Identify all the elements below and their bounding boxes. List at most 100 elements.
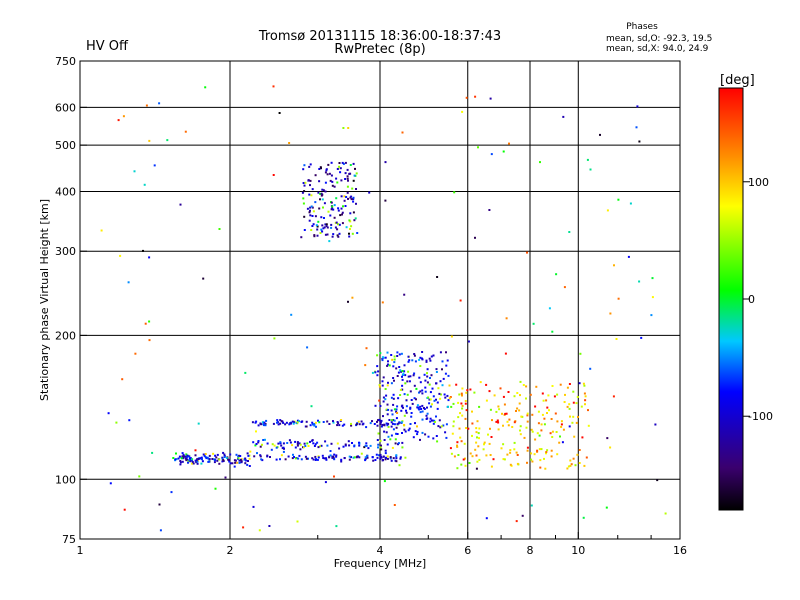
data-point — [534, 438, 537, 441]
data-point — [177, 457, 180, 460]
data-point — [323, 202, 326, 205]
data-point — [403, 393, 406, 396]
data-point — [395, 454, 398, 457]
data-point — [380, 425, 383, 428]
data-point — [559, 435, 561, 438]
data-point — [429, 420, 432, 423]
data-point — [539, 466, 542, 469]
data-point — [431, 387, 434, 390]
data-point — [468, 462, 471, 464]
data-point — [291, 420, 294, 423]
data-point — [311, 439, 314, 442]
data-point — [504, 352, 507, 355]
data-point — [311, 225, 314, 227]
data-point — [202, 453, 205, 456]
data-point — [333, 458, 336, 461]
data-point — [342, 162, 345, 165]
data-point — [262, 439, 265, 441]
data-point — [538, 448, 541, 451]
data-point — [483, 443, 485, 446]
data-point — [464, 402, 467, 405]
data-point — [518, 409, 521, 412]
data-point — [259, 455, 262, 458]
data-point — [564, 393, 566, 396]
colorbar-tick-label: -100 — [748, 410, 773, 423]
data-point — [216, 459, 219, 462]
data-point — [384, 458, 387, 461]
data-point — [386, 457, 389, 460]
data-point — [348, 444, 351, 447]
data-point — [364, 456, 367, 459]
data-point — [335, 525, 338, 528]
data-point — [317, 419, 319, 422]
data-point — [212, 452, 215, 455]
data-point — [170, 491, 173, 494]
data-point — [456, 444, 458, 447]
data-point — [184, 455, 187, 458]
data-point — [249, 450, 252, 453]
data-point — [526, 449, 529, 452]
data-point — [516, 462, 519, 465]
data-point — [495, 420, 498, 423]
data-point — [144, 322, 147, 325]
data-point — [575, 402, 578, 405]
data-point — [363, 446, 366, 449]
data-point — [381, 357, 384, 360]
data-point — [215, 456, 218, 459]
data-point — [459, 436, 462, 439]
data-point — [300, 458, 303, 461]
data-point — [400, 370, 403, 373]
data-point — [351, 296, 354, 299]
data-point — [288, 142, 291, 144]
data-point — [425, 360, 428, 363]
data-point — [195, 461, 198, 464]
data-point — [430, 355, 433, 358]
data-point — [444, 396, 447, 399]
data-point — [432, 395, 435, 398]
data-point — [426, 372, 428, 375]
data-point — [515, 451, 518, 454]
data-point — [182, 457, 185, 460]
data-point — [421, 410, 424, 413]
data-point — [300, 421, 303, 423]
data-point — [293, 421, 296, 424]
data-point — [117, 119, 120, 122]
data-point — [377, 443, 380, 446]
data-point — [488, 390, 491, 393]
data-point — [533, 453, 536, 456]
data-point — [264, 424, 267, 427]
data-point — [303, 229, 306, 231]
data-point — [574, 464, 577, 467]
data-point — [227, 459, 230, 461]
data-point — [474, 448, 477, 451]
data-point — [174, 458, 177, 461]
data-point — [429, 417, 432, 420]
data-point — [435, 371, 438, 373]
data-point — [326, 226, 329, 229]
data-point — [289, 422, 292, 425]
data-point — [352, 211, 355, 214]
data-point — [305, 425, 308, 428]
data-point — [365, 426, 368, 429]
data-point — [397, 442, 400, 445]
data-point — [321, 198, 324, 201]
data-point — [264, 423, 267, 426]
data-point — [393, 423, 396, 426]
data-point — [237, 457, 240, 460]
data-point — [213, 461, 216, 464]
data-point — [536, 449, 539, 452]
data-point — [530, 428, 533, 431]
data-point — [324, 171, 327, 174]
data-point — [534, 405, 537, 408]
data-point — [448, 397, 451, 400]
axes: 1 2 4 6 8 10 16 75 100 200 300 400 500 600 750 — [55, 55, 687, 557]
data-point — [404, 456, 407, 459]
data-point — [554, 412, 557, 415]
data-point — [507, 391, 510, 393]
data-point — [506, 453, 509, 456]
data-point — [412, 436, 415, 439]
data-point — [314, 201, 317, 204]
data-point — [442, 424, 445, 427]
data-point — [348, 219, 351, 222]
data-point — [477, 432, 480, 435]
